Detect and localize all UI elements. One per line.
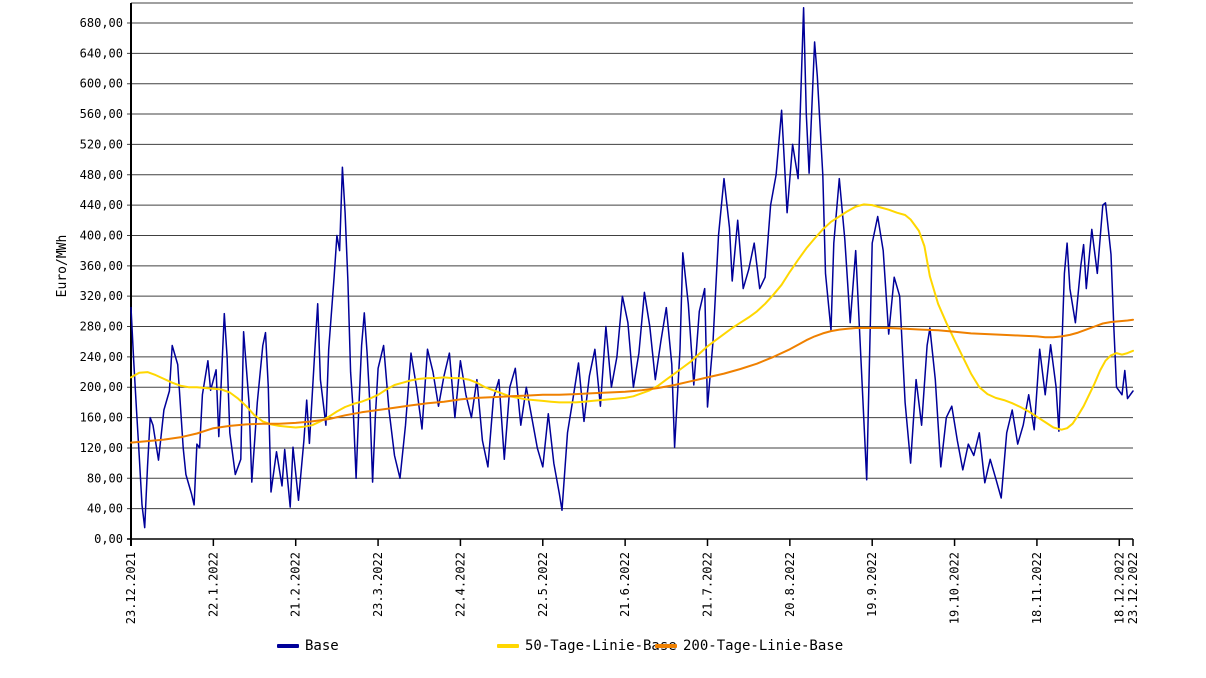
- x-tick-label: 20.8.2022: [783, 552, 797, 617]
- y-tick-label: 560,00: [80, 107, 123, 121]
- x-tick-label: 23.3.2022: [371, 552, 385, 617]
- legend-swatch-200-tage-linie-base: [655, 644, 677, 648]
- legend-item-base: Base: [277, 638, 339, 654]
- y-tick-label: 240,00: [80, 350, 123, 364]
- chart-legend: Base 50-Tage-Linie-Base 200-Tage-Linie-B…: [0, 638, 1206, 660]
- y-tick-label: 280,00: [80, 320, 123, 334]
- legend-label-50-tage-linie-base: 50-Tage-Linie-Base: [525, 638, 677, 654]
- legend-label-base: Base: [305, 638, 339, 654]
- y-tick-label: 440,00: [80, 198, 123, 212]
- series-line-50-tage-linie-base: [130, 203, 1134, 431]
- x-tick-label: 21.6.2022: [618, 552, 632, 617]
- y-tick-label: 640,00: [80, 46, 123, 60]
- y-tick-label: 520,00: [80, 137, 123, 151]
- y-tick-label: 160,00: [80, 411, 123, 425]
- y-tick-label: 40,00: [87, 502, 123, 516]
- legend-swatch-base: [277, 644, 299, 648]
- series-line-200-tage-linie-base: [130, 318, 1134, 444]
- y-tick-label: 360,00: [80, 259, 123, 273]
- y-tick-label: 120,00: [80, 441, 123, 455]
- y-tick-label: 80,00: [87, 471, 123, 485]
- x-tick-label: 21.7.2022: [700, 552, 714, 617]
- y-tick-label: 600,00: [80, 77, 123, 91]
- y-tick-label: 200,00: [80, 380, 123, 394]
- x-tick-label: 23.12.2021: [124, 552, 138, 624]
- x-tick-label: 18.11.2022: [1030, 552, 1044, 624]
- y-tick-label: 680,00: [80, 16, 123, 30]
- x-tick-label: 19.10.2022: [948, 552, 962, 624]
- x-tick-label: 22.4.2022: [453, 552, 467, 617]
- y-tick-label: 400,00: [80, 228, 123, 242]
- y-tick-label: 320,00: [80, 289, 123, 303]
- legend-swatch-50-tage-linie-base: [497, 644, 519, 648]
- x-tick-label: 18.12.2022: [1112, 552, 1126, 624]
- x-tick-label: 21.2.2022: [289, 552, 303, 617]
- series-line-base: [130, 7, 1134, 529]
- y-tick-label: 0,00: [94, 532, 123, 546]
- x-tick-label: 22.5.2022: [536, 552, 550, 617]
- y-tick-label: 480,00: [80, 168, 123, 182]
- x-tick-label: 23.12.2022: [1126, 552, 1140, 624]
- legend-item-50-tage-linie-base: 50-Tage-Linie-Base: [497, 638, 677, 654]
- x-tick-label: 22.1.2022: [206, 552, 220, 617]
- legend-label-200-tage-linie-base: 200-Tage-Linie-Base: [683, 638, 844, 654]
- y-axis-title: Euro/MWh: [55, 235, 70, 298]
- legend-item-200-tage-linie-base: 200-Tage-Linie-Base: [655, 638, 843, 654]
- x-tick-label: 19.9.2022: [865, 552, 879, 617]
